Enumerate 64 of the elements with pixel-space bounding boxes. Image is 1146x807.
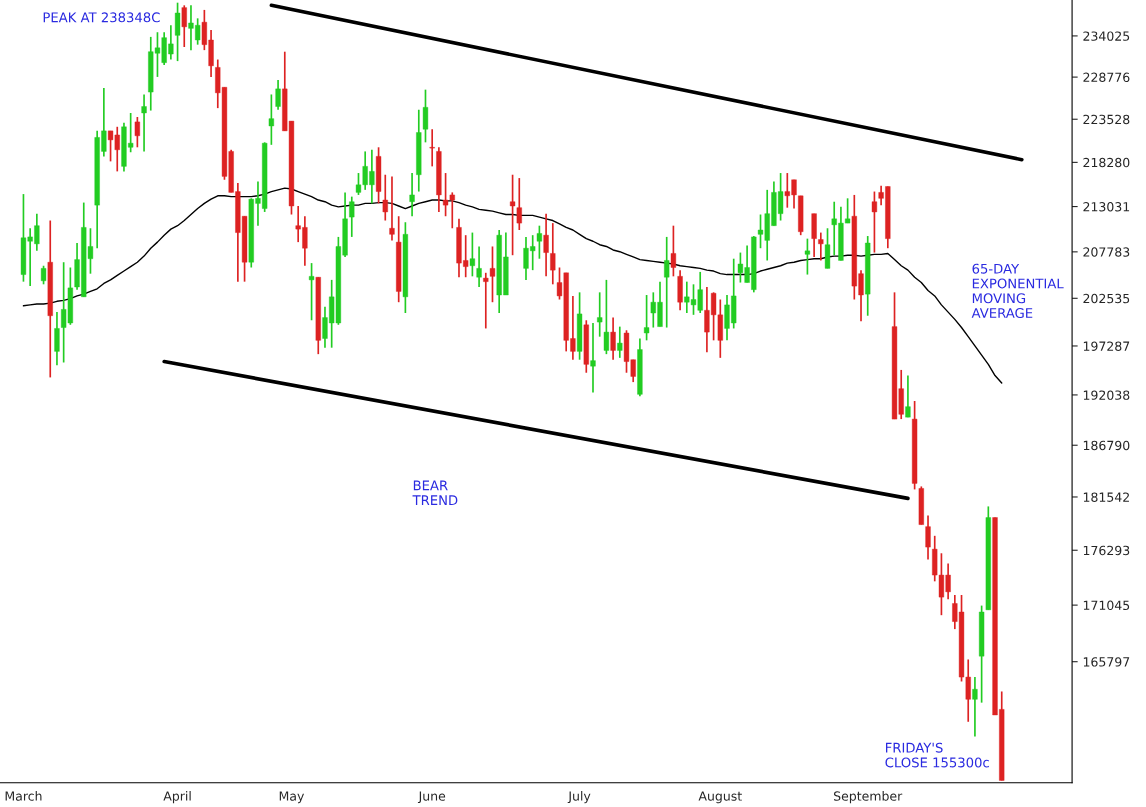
candlestick <box>422 88 429 144</box>
candlestick <box>489 245 496 304</box>
candlestick <box>664 236 670 329</box>
candlestick <box>429 128 435 168</box>
candlestick <box>54 311 60 367</box>
series-label: 65-DAY EXPONENTIAL MOVING AVERAGE <box>971 263 1064 319</box>
candlestick <box>610 316 616 361</box>
candlestick <box>550 222 556 286</box>
x-tick-label: July <box>567 791 591 804</box>
x-tick-label: September <box>833 791 903 804</box>
candlestick <box>469 231 476 278</box>
candlestick <box>40 264 47 286</box>
candlestick <box>275 79 281 111</box>
candlestick <box>509 173 516 257</box>
candlestick <box>670 224 677 278</box>
candlestick <box>349 195 355 238</box>
x-tick-label: April <box>163 791 191 804</box>
y-tick-label: 192038 <box>1083 390 1130 400</box>
candlestick <box>804 237 811 276</box>
candlestick <box>141 93 147 153</box>
annotation: FRIDAY'S CLOSE 155300c <box>885 742 989 768</box>
y-tick-label: 171045 <box>1083 600 1130 611</box>
candlestick <box>409 172 415 218</box>
candlestick <box>134 116 140 149</box>
y-tick-label: 202535 <box>1083 293 1130 304</box>
annotation: BEAR TREND <box>412 480 458 505</box>
y-tick-label: 228776 <box>1083 72 1130 83</box>
candlestick <box>603 279 610 355</box>
candlestick <box>871 190 878 254</box>
candlestick <box>972 676 978 738</box>
annotation: PEAK AT 238348C <box>43 12 160 23</box>
y-tick-label: 186790 <box>1083 440 1130 451</box>
candlestick <box>516 177 522 231</box>
candlestick <box>597 291 603 338</box>
candlestick <box>483 271 489 330</box>
candlestick <box>643 294 650 342</box>
candlestick <box>389 175 395 242</box>
candlestick <box>382 173 388 222</box>
y-tick-label: 197287 <box>1083 341 1130 351</box>
candlestick <box>181 4 187 48</box>
candlestick <box>590 322 596 394</box>
candlestick <box>308 262 315 322</box>
candlestick <box>543 212 549 278</box>
y-tick-label: 207783 <box>1083 247 1130 257</box>
candlestick <box>925 514 931 561</box>
x-tick-label: June <box>417 791 446 804</box>
candlestick <box>536 224 543 260</box>
y-tick-label: 234025 <box>1083 31 1130 41</box>
x-tick-label: March <box>5 791 42 801</box>
candlestick <box>905 374 911 419</box>
y-tick-label: 218280 <box>1083 157 1130 168</box>
y-tick-label: 223528 <box>1083 114 1130 125</box>
y-tick-label: 165797 <box>1083 657 1130 667</box>
y-tick-label: 176293 <box>1083 545 1130 556</box>
x-tick-label: May <box>279 791 305 804</box>
candlestick <box>268 93 274 146</box>
candlestick <box>617 325 623 359</box>
y-tick-label: 181542 <box>1083 492 1129 502</box>
candlestick <box>824 227 831 270</box>
candlestick <box>818 231 824 262</box>
y-tick-label: 213031 <box>1083 202 1130 212</box>
candlestick <box>174 1 181 62</box>
candlestick <box>476 245 482 288</box>
x-tick-label: August <box>698 791 742 804</box>
